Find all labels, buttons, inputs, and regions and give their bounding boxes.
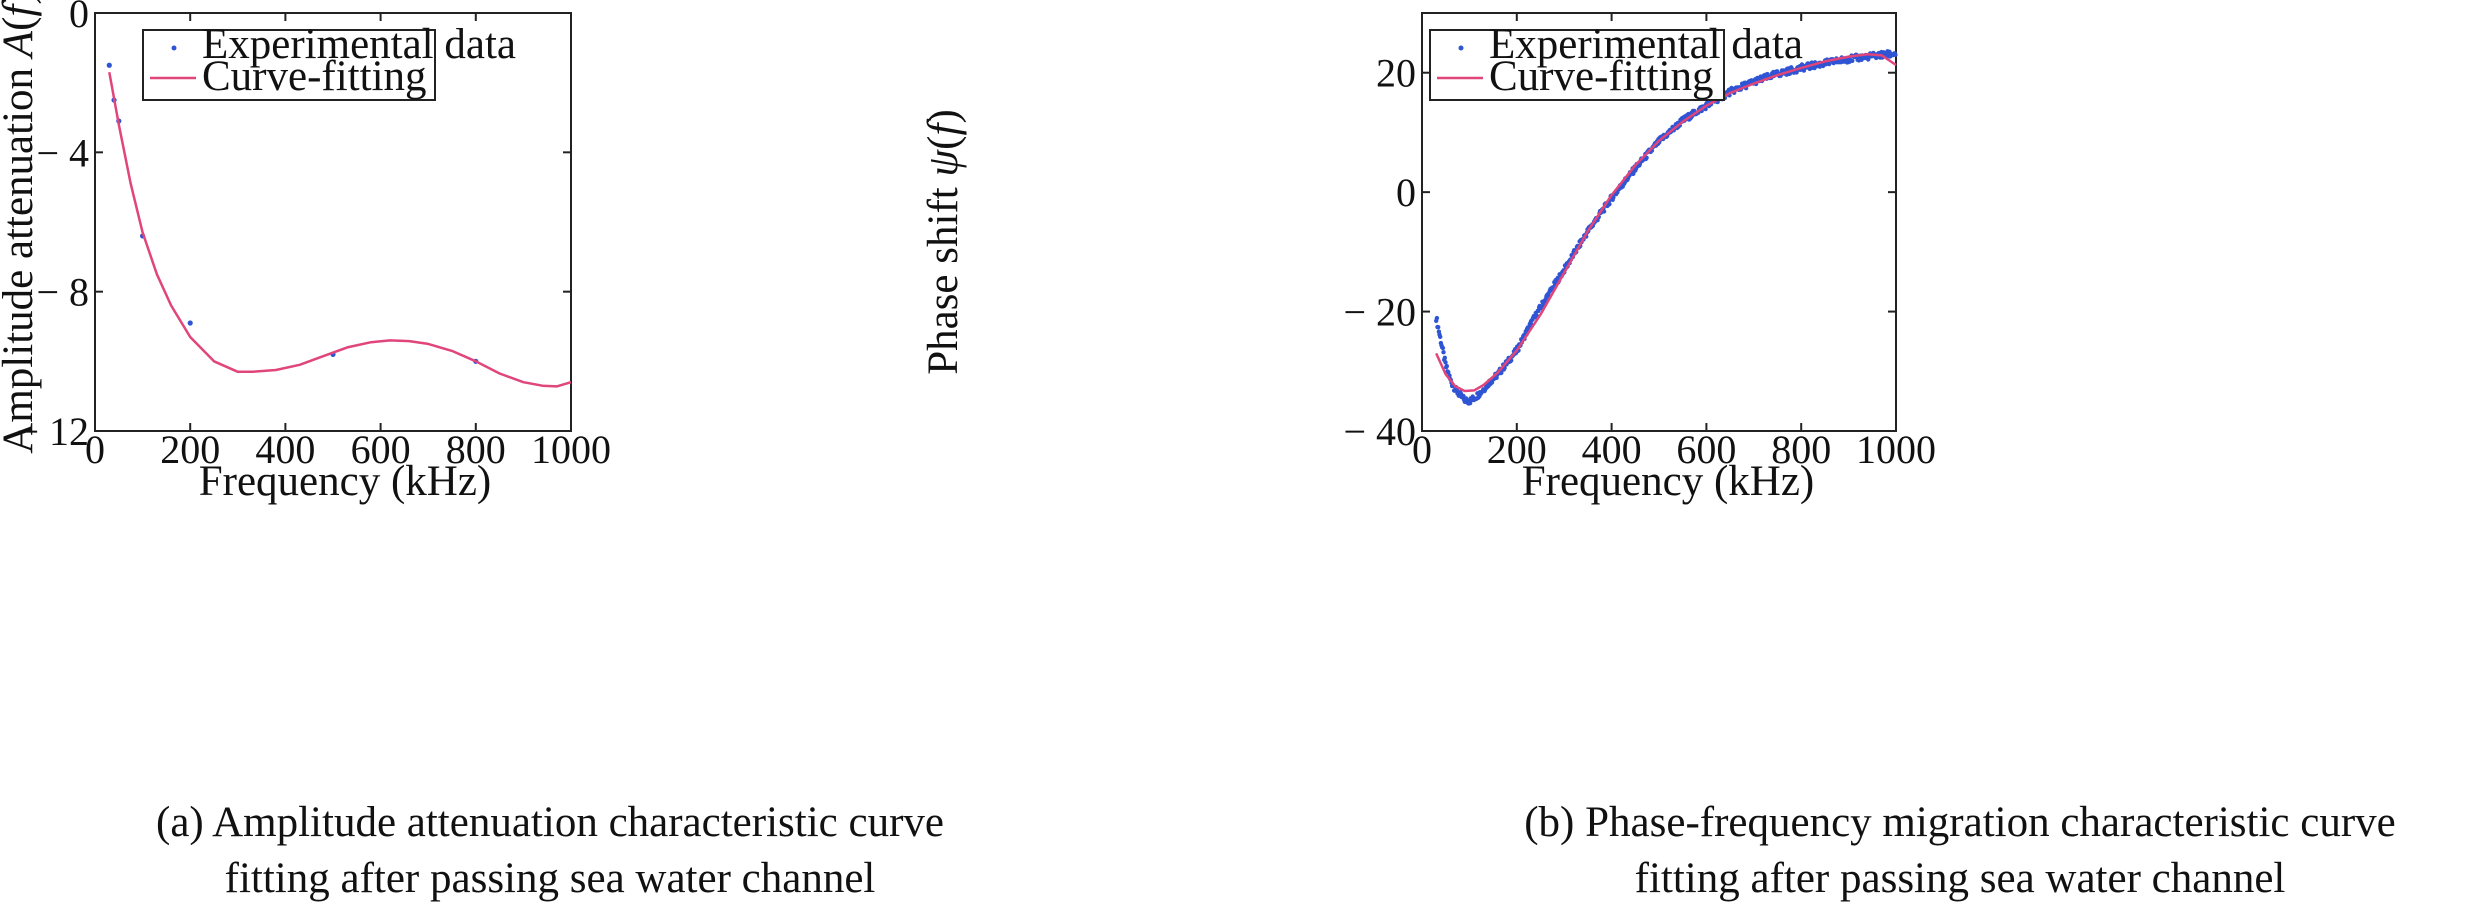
x-tick-labels-a: 0 200 400 600 800 1000 xyxy=(85,427,611,472)
data-point-b-317 xyxy=(1644,155,1649,160)
tick-marks-b xyxy=(1421,13,1897,432)
data-point-b-13 xyxy=(1442,355,1447,360)
data-point-b-592 xyxy=(1826,61,1832,67)
x-tick-label-b-800: 800 xyxy=(1771,427,1831,472)
tick-marks-a xyxy=(94,12,572,432)
y-tick-label-a--12: − 12 xyxy=(16,409,89,454)
data-point-b-267 xyxy=(1611,195,1616,200)
x-axis-title-a: Frequency (kHz) xyxy=(199,458,492,505)
caption-a-line-1: (a) Amplitude attenuation characteristic… xyxy=(156,799,944,846)
series-experimental-points-b xyxy=(1434,49,1898,406)
legend-label-experimental-b: Experimental data xyxy=(1489,21,1803,68)
caption-b-line-1: (b) Phase-frequency migration characteri… xyxy=(1524,799,2396,846)
y-tick-labels-a: 0 − 4 − 8 − 12 xyxy=(16,0,89,454)
data-point-b-6 xyxy=(1438,334,1443,339)
legend-label-curve-fitting-a: Curve-fitting xyxy=(202,53,427,100)
legend-a: Experimental data Curve-fitting xyxy=(142,21,516,101)
x-tick-label-b-1000: 1000 xyxy=(1856,427,1936,472)
series-curve-fitting-line-a xyxy=(108,71,572,388)
legend-box-a xyxy=(142,29,436,101)
y-tick-label-b-0: 0 xyxy=(1396,170,1416,215)
data-point-b-3 xyxy=(1436,325,1441,330)
y-tick-label-a-0: 0 xyxy=(69,0,89,36)
data-point-b-14 xyxy=(1443,360,1448,365)
data-point-b-16 xyxy=(1444,363,1449,369)
chart-b: 200− 20− 40 0 200 400 600 800 1000 Frequency … xyxy=(920,12,1936,505)
x-tick-label-b-400: 400 xyxy=(1582,427,1642,472)
x-tick-label-b-0: 0 xyxy=(1412,427,1432,472)
chart-a: 0 − 4 − 8 − 12 0 200 400 600 800 1000 Frequency … xyxy=(0,0,611,505)
x-tick-label-a-1000: 1000 xyxy=(531,427,611,472)
data-point-a-0 xyxy=(106,62,112,68)
caption-a: (a) Amplitude attenuation characteristic… xyxy=(90,795,1010,907)
plot-frame-b xyxy=(1421,12,1897,432)
y-tick-label-a--8: − 8 xyxy=(36,270,89,315)
data-point-b-11 xyxy=(1441,350,1446,355)
x-tick-label-a-200: 200 xyxy=(160,427,220,472)
series-layer-b xyxy=(1434,49,1898,406)
y-tick-label-b-20: 20 xyxy=(1376,51,1416,96)
caption-b-line-2: fitting after passing sea water channel xyxy=(1634,855,2286,902)
data-point-b-18 xyxy=(1446,369,1451,375)
y-tick-label-b--40: − 40 xyxy=(1343,409,1416,454)
y-axis-title-b: Phase shift ψ(f) xyxy=(920,109,967,375)
plot-area-a xyxy=(94,12,572,432)
x-tick-labels-b: 0 200 400 600 800 1000 xyxy=(1412,427,1936,472)
y-tick-label-a--4: − 4 xyxy=(36,130,89,175)
data-point-b-692 xyxy=(1893,52,1898,57)
x-tick-label-b-200: 200 xyxy=(1487,427,1547,472)
legend-box-b xyxy=(1429,29,1725,101)
y-tick-label-b--20: − 20 xyxy=(1343,290,1416,335)
x-axis-title-b: Frequency (kHz) xyxy=(1522,458,1815,505)
data-point-b-627 xyxy=(1850,58,1855,63)
data-point-b-10 xyxy=(1440,345,1446,351)
legend-marker-experimental-a xyxy=(171,45,177,51)
x-tick-label-a-0: 0 xyxy=(85,427,105,472)
data-point-b-261 xyxy=(1607,202,1612,207)
caption-b: (b) Phase-frequency migration characteri… xyxy=(1440,795,2480,907)
data-point-b-253 xyxy=(1601,209,1607,214)
legend-label-curve-fitting-b: Curve-fitting xyxy=(1489,53,1714,100)
legend-marker-experimental-b xyxy=(1458,45,1464,51)
y-axis-title-a: Amplitude attenuation A(f) xyxy=(0,0,42,454)
plot-area-b xyxy=(1421,12,1898,432)
x-tick-label-a-600: 600 xyxy=(351,427,411,472)
x-tick-label-a-400: 400 xyxy=(255,427,315,472)
data-point-b-1 xyxy=(1434,315,1440,321)
x-tick-label-b-600: 600 xyxy=(1676,427,1736,472)
series-curve-fitting-line-b xyxy=(1435,52,1897,393)
y-tick-labels-b: 20 0 − 20 − 40 xyxy=(1343,51,1416,454)
x-tick-label-a-800: 800 xyxy=(446,427,506,472)
caption-a-line-2: fitting after passing sea water channel xyxy=(224,855,876,902)
data-point-a-4 xyxy=(187,320,193,326)
legend-label-experimental-a: Experimental data xyxy=(202,21,516,68)
legend-b: Experimental data Curve-fitting xyxy=(1429,21,1803,101)
series-layer-a xyxy=(106,62,572,388)
plot-frame-a xyxy=(94,12,572,432)
